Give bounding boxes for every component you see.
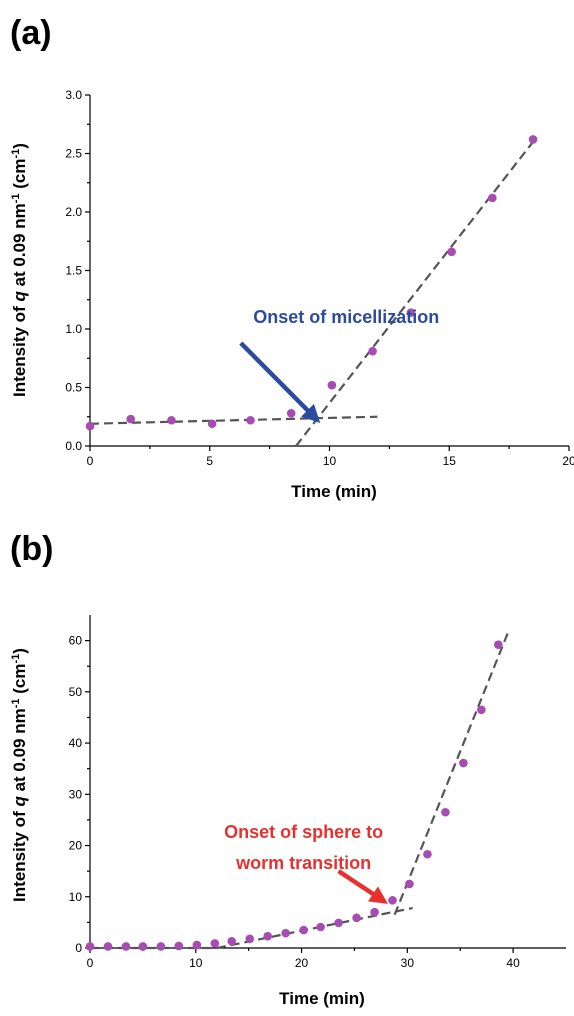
panel-b-data-point: [281, 928, 290, 938]
panel-a-data-point: [286, 408, 296, 418]
panel-b-data-point: [245, 934, 255, 944]
panel-b-annotation-text-line2: worm transition: [235, 853, 371, 873]
panel-a-data-point: [85, 421, 95, 431]
panel-b-data-point: [334, 918, 343, 928]
panel-a-x-tick-label: 10: [323, 454, 337, 468]
panel-b-data-point: [370, 907, 379, 917]
panel-b-data-point: [156, 942, 166, 951]
panel-a-x-tick-label: 15: [443, 454, 457, 468]
panel-b-annotation: Onset of sphere to worm transition: [224, 822, 388, 904]
panel-a-data-point: [368, 346, 377, 356]
panel-b-y-tick-label: 30: [69, 787, 83, 801]
chart-panel-a: (a) 0 5 10 15 20 0.0 0.5 1.0 1.5 2.0 2.5 3.0 Onset …: [10, 14, 574, 501]
panel-b-data-point: [477, 705, 486, 715]
panel-a-x-tick-label: 20: [562, 454, 574, 468]
panel-b-data-point: [423, 849, 432, 859]
panel-b-x-tick-label: 10: [189, 956, 203, 970]
panel-b-annotation-text: Onset of sphere to: [224, 822, 383, 842]
panel-b-data-point: [227, 937, 237, 946]
panel-b-data-point: [388, 896, 397, 905]
panel-b-axes: 0 10 20 30 40 0 10 20 30 40 50 60: [69, 615, 566, 970]
panel-b-fit-line: [216, 906, 413, 950]
panel-a-x-tick-label: 0: [87, 454, 94, 468]
panel-b-x-tick-label: 20: [295, 956, 309, 970]
panel-b-data-point: [405, 879, 414, 889]
panel-b-data-point: [103, 942, 113, 951]
panel-a-y-tick-label: 0.5: [65, 381, 82, 395]
panel-b-points: [85, 640, 503, 951]
panel-b-y-tick-label: 20: [69, 839, 83, 853]
panel-b-annotation-arrow: [337, 869, 388, 904]
panel-a-data-point: [447, 247, 456, 257]
panel-a-y-axis-title: Intensity of q at 0.09 nm-1 (cm-1): [10, 143, 29, 397]
panel-b-data-point: [494, 640, 503, 650]
panel-a-y-tick-label: 0.0: [65, 439, 82, 453]
panel-a-fit-line: [295, 141, 534, 447]
panel-a-points: [85, 135, 538, 431]
panel-b-data-point: [85, 942, 95, 951]
panel-a-y-tick-label: 1.0: [65, 322, 82, 336]
panel-b-fit-lines: [90, 632, 509, 950]
panel-a-label: (a): [10, 14, 52, 52]
panel-b-data-point: [192, 940, 202, 950]
panel-a-data-point: [167, 415, 176, 425]
panel-a-fit-line: [89, 415, 378, 425]
panel-b-data-point: [441, 807, 450, 817]
panel-a-fit-lines: [89, 141, 534, 447]
panel-a-data-point: [246, 415, 255, 425]
panel-b-y-axis-title: Intensity of q at 0.09 nm-1 (cm-1): [10, 648, 29, 902]
panel-b-data-point: [459, 758, 468, 768]
panel-a-annotation: Onset of micellization: [239, 307, 439, 424]
panel-a-y-tick-label: 1.5: [65, 264, 82, 278]
panel-a-y-tick-label: 3.0: [65, 88, 82, 102]
panel-b-y-tick-label: 50: [69, 685, 83, 699]
panel-b-data-point: [352, 913, 361, 923]
panel-a-annotation-text: Onset of micellization: [253, 307, 439, 327]
panel-b-data-point: [210, 939, 220, 948]
panel-b-data-point: [121, 942, 131, 951]
panel-a-axes: 0 5 10 15 20 0.0 0.5 1.0 1.5 2.0 2.5 3.0: [65, 88, 574, 468]
panel-b-label: (b): [10, 530, 53, 568]
panel-a-y-tick-label: 2.0: [65, 205, 82, 219]
panel-b-x-tick-label: 40: [506, 956, 520, 970]
panel-a-x-axis-title: Time (min): [291, 482, 377, 501]
panel-b-x-tick-label: 0: [87, 956, 94, 970]
panel-b-y-tick-label: 40: [69, 736, 83, 750]
panel-b-x-axis-title: Time (min): [279, 989, 365, 1008]
panel-b-y-tick-label: 0: [75, 941, 82, 955]
panel-a-data-point: [488, 193, 497, 203]
panel-a-x-tick-label: 5: [206, 454, 213, 468]
panel-a-data-point: [327, 380, 337, 390]
panel-b-data-point: [174, 941, 184, 951]
panel-b-y-tick-label: 10: [69, 890, 83, 904]
panel-b-data-point: [316, 922, 325, 932]
panel-a-data-point: [528, 135, 538, 144]
panel-b-fit-line: [393, 632, 509, 916]
chart-panel-b: (b) 0 10 20 30 40 0 10 20 30 40 50 60 Onset of sphe…: [10, 530, 566, 1008]
panel-b-data-point: [138, 942, 148, 951]
panel-b-x-tick-label: 30: [401, 956, 415, 970]
panel-b-data-point: [299, 925, 308, 935]
panel-b-y-tick-label: 60: [69, 634, 83, 648]
panel-b-data-point: [263, 931, 273, 941]
panel-a-data-point: [126, 414, 136, 424]
panel-a-annotation-arrow: [239, 341, 321, 424]
panel-a-data-point: [406, 308, 416, 317]
panel-a-data-point: [207, 419, 217, 429]
panel-a-y-tick-label: 2.5: [65, 147, 82, 161]
